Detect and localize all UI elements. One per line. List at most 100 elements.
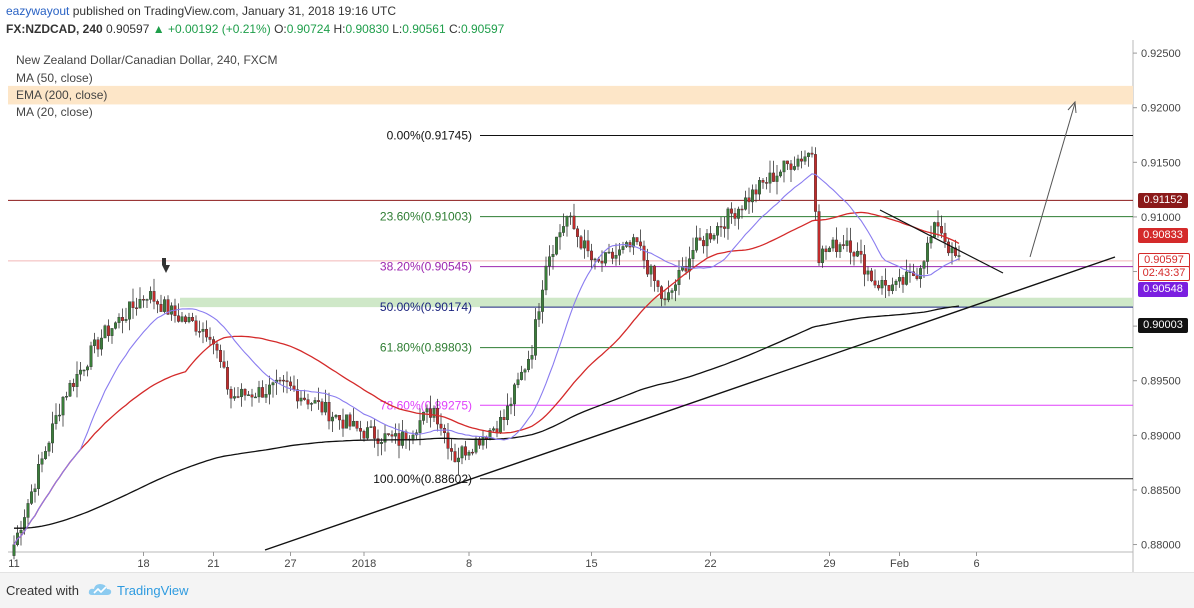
candle-body <box>922 261 926 269</box>
candle-body <box>590 250 594 261</box>
candle-body <box>404 431 408 441</box>
candle-body <box>383 433 387 443</box>
candle-body <box>264 394 268 398</box>
last-price: 0.90597 <box>106 22 150 36</box>
candle-body <box>243 388 247 396</box>
candle-body <box>957 255 961 257</box>
candle-body <box>544 265 548 291</box>
candle-body <box>569 215 573 218</box>
candle-body <box>733 213 737 219</box>
candle-body <box>761 180 765 183</box>
candle-body <box>460 446 464 459</box>
tradingview-cloud-icon[interactable] <box>88 581 112 599</box>
y-tick-label: 0.91000 <box>1141 212 1181 224</box>
author-link[interactable]: eazywayout <box>6 4 70 18</box>
candle-body <box>345 414 349 429</box>
candle-body <box>204 328 208 338</box>
candle-body <box>141 299 145 301</box>
candle-body <box>565 216 569 227</box>
candle-body <box>120 317 124 321</box>
candle-body <box>492 428 496 431</box>
candle-body <box>331 416 335 422</box>
candle-body <box>61 396 65 416</box>
x-tick-label: 27 <box>284 558 296 570</box>
candle-body <box>716 226 720 236</box>
candle-body <box>75 374 79 387</box>
candle-body <box>873 280 877 286</box>
legend-ma50[interactable]: MA (50, close) <box>16 71 93 85</box>
candle-body <box>558 232 562 238</box>
candle-body <box>131 301 135 308</box>
fib-label: 0.00%(0.91745) <box>387 129 472 143</box>
candle-body <box>78 369 82 375</box>
price-tag: 0.91152 <box>1138 192 1188 208</box>
x-tick-label: Feb <box>890 558 909 570</box>
ma50-line <box>13 211 960 546</box>
candle-body <box>250 394 254 398</box>
candle-body <box>387 433 391 435</box>
candle-body <box>467 451 471 456</box>
legend-ma20[interactable]: MA (20, close) <box>16 105 93 119</box>
candle-body <box>334 415 338 418</box>
candle-body <box>821 248 825 264</box>
x-tick-label: 18 <box>137 558 149 570</box>
candle-body <box>166 299 170 315</box>
candle-body <box>709 233 713 240</box>
candle-body <box>218 350 222 362</box>
open-value: 0.90724 <box>286 22 331 36</box>
candle-body <box>303 397 307 400</box>
candle-body <box>446 432 450 449</box>
low-value: 0.90561 <box>402 22 446 36</box>
chart-title: New Zealand Dollar/Canadian Dollar, 240,… <box>16 53 278 67</box>
x-tick-label: 21 <box>207 558 219 570</box>
candle-body <box>268 384 272 395</box>
candle-body <box>936 222 940 227</box>
candle-body <box>390 434 394 437</box>
candle-body <box>422 411 426 421</box>
candle-body <box>614 254 618 259</box>
candle-body <box>803 156 807 162</box>
candle-body <box>793 166 797 170</box>
candle-body <box>621 246 625 250</box>
candle-body <box>124 319 128 321</box>
close-label: C: <box>448 22 461 36</box>
candle-body <box>642 245 646 261</box>
x-tick-label: 2018 <box>352 558 376 570</box>
price-chart[interactable]: 0.925000.920000.915000.910000.905000.900… <box>0 0 1194 572</box>
candle-body <box>85 366 89 371</box>
candle-body <box>828 247 832 253</box>
fib-label: 78.60%(0.89275) <box>380 398 472 412</box>
candle-body <box>852 252 856 257</box>
x-tick-label: 6 <box>973 558 979 570</box>
top-zone <box>8 85 1133 105</box>
candle-body <box>373 426 377 439</box>
price-tag: 0.90003 <box>1138 318 1188 334</box>
candle-body <box>51 423 55 444</box>
candle-body <box>527 359 531 370</box>
tradingview-brand[interactable]: TradingView <box>117 583 189 598</box>
candle-body <box>663 298 667 301</box>
y-tick-label: 0.92500 <box>1141 48 1181 60</box>
candle-body <box>649 265 653 275</box>
legend-ema200[interactable]: EMA (200, close) <box>16 88 108 102</box>
candle-body <box>579 236 583 249</box>
candle-body <box>176 315 180 322</box>
price-change: ▲ +0.00192 (+0.21%) <box>152 22 271 36</box>
candle-body <box>698 237 702 241</box>
candle-body <box>215 343 219 351</box>
candle-body <box>695 237 699 251</box>
x-tick-label: 29 <box>823 558 835 570</box>
candle-body <box>327 402 331 422</box>
ma20-line <box>13 173 960 545</box>
candle-body <box>425 408 429 413</box>
candle-body <box>253 396 257 399</box>
candle-body <box>134 307 138 309</box>
candle-body <box>905 271 909 285</box>
candle-body <box>450 448 454 452</box>
candle-body <box>653 265 657 281</box>
candle-body <box>915 275 919 279</box>
candle-body <box>285 380 289 383</box>
candle-body <box>684 266 688 272</box>
candle-body <box>369 426 373 428</box>
candle-body <box>246 394 250 396</box>
